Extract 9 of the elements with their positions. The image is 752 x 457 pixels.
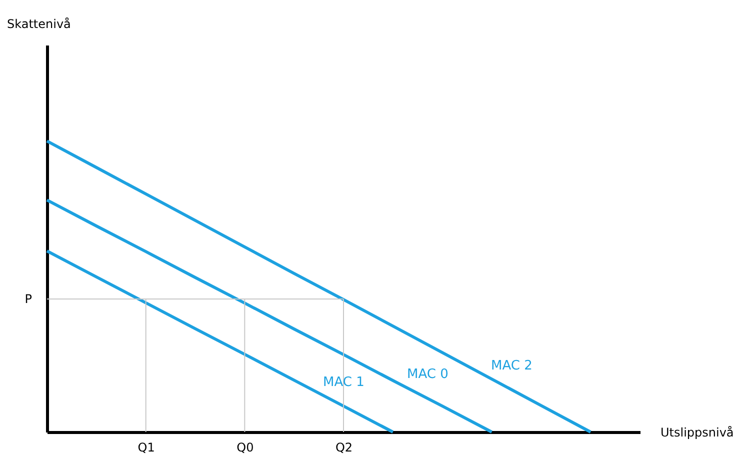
series-label: MAC 1	[323, 374, 364, 390]
x-axis-title: Utslippsnivå	[660, 426, 734, 440]
x-tick-label: Q0	[236, 440, 254, 454]
ref-line-label: P	[24, 292, 32, 306]
x-tick-label: Q2	[335, 440, 353, 454]
x-tick-label: Q1	[138, 440, 155, 454]
series-label: MAC 2	[491, 358, 532, 374]
series-label: MAC 0	[407, 367, 448, 382]
text: Skattenivå	[7, 17, 71, 31]
